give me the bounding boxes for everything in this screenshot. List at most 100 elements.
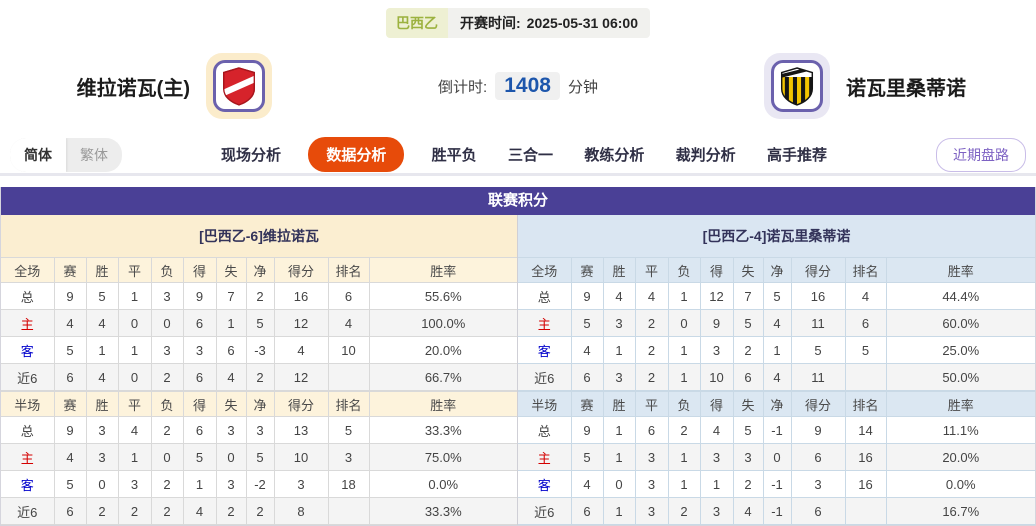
stat-cell: 3 <box>85 443 119 471</box>
stat-cell: 75.0% <box>368 443 517 471</box>
col-header: 全场 <box>1 257 55 283</box>
table-row: 总 9 5 1 3 9 7 2 16 6 55.6% <box>1 282 517 310</box>
stat-cell: 1 <box>667 363 701 391</box>
stat-cell: 4 <box>762 363 792 391</box>
stat-cell: 5 <box>570 309 604 337</box>
col-header: 失 <box>215 257 247 283</box>
row-label: 客 <box>518 470 572 498</box>
stat-cell: 3 <box>182 336 217 364</box>
stat-cell: 4 <box>182 497 217 525</box>
stat-cell: 5 <box>53 336 87 364</box>
kickoff-value: 2025-05-31 06:00 <box>526 15 638 31</box>
stat-cell: 2 <box>732 336 764 364</box>
stat-cell: 3 <box>150 336 184 364</box>
countdown-unit: 分钟 <box>567 78 598 96</box>
stat-cell: 3 <box>85 416 119 444</box>
stat-cell <box>327 497 370 525</box>
stat-cell: 7 <box>215 282 247 310</box>
stat-cell: 4 <box>570 470 604 498</box>
stat-cell: 4 <box>215 363 247 391</box>
col-header: 排名 <box>327 257 370 283</box>
stat-cell: 2 <box>634 363 669 391</box>
stat-cell: 3 <box>699 443 734 471</box>
stat-cell: 6 <box>327 282 370 310</box>
stat-cell: 9 <box>790 416 846 444</box>
stat-cell: 3 <box>273 470 329 498</box>
col-header: 净 <box>245 391 275 417</box>
col-header: 负 <box>150 257 184 283</box>
stat-cell: 9 <box>182 282 217 310</box>
nav-tab-2[interactable]: 胜平负 <box>431 147 477 164</box>
home-team-logo <box>206 53 272 119</box>
standings-halves: [巴西乙-6]维拉诺瓦 全场赛胜平负得失净得分 排名 胜率总 9 5 1 3 9 7 2 16 6 55… <box>1 215 1035 525</box>
col-header: 得 <box>182 257 217 283</box>
stat-cell: 5 <box>53 470 87 498</box>
stat-cell: 33.3% <box>368 416 517 444</box>
standings-panel: 联赛积分 [巴西乙-6]维拉诺瓦 全场赛胜平负得失净得分 排名 胜率总 9 5 1 3 9 7 2… <box>0 187 1036 526</box>
nav-tab-4[interactable]: 教练分析 <box>584 147 645 164</box>
nav-tab-1[interactable]: 数据分析 <box>308 137 405 172</box>
col-header: 胜率 <box>885 391 1035 417</box>
stat-cell: 6 <box>570 363 604 391</box>
recent-trend-button[interactable]: 近期盘路 <box>936 137 1026 172</box>
lang-toggle-traditional[interactable]: 繁体 <box>80 146 108 163</box>
row-label: 主 <box>1 443 55 471</box>
stat-cell: 20.0% <box>885 443 1035 471</box>
team-header: 维拉诺瓦(主) 倒计时: 1408 分钟 <box>0 50 1036 122</box>
stat-cell: 13 <box>273 416 329 444</box>
table-row: 近6 6 1 3 2 3 4 -1 6 16.7% <box>518 497 1035 525</box>
stat-cell: 66.7% <box>368 363 517 391</box>
stat-cell: 3 <box>602 363 636 391</box>
stat-cell: 1 <box>602 416 636 444</box>
stat-cell: 5 <box>245 309 275 337</box>
stat-cell: 5 <box>85 282 119 310</box>
col-header: 全场 <box>518 257 572 283</box>
nav-tab-6[interactable]: 高手推荐 <box>766 147 827 164</box>
stat-cell: 5 <box>245 443 275 471</box>
away-standings: [巴西乙-4]诺瓦里桑蒂诺 全场赛胜平负得失净得分 排名 胜率总 9 4 4 1 12 7 5 16… <box>518 215 1035 525</box>
stat-cell: 6 <box>790 497 846 525</box>
away-full-table: 全场赛胜平负得失净得分 排名 胜率总 9 4 4 1 12 7 5 16 4 44.4% 主 5 3 2 0 9 5 4… <box>518 257 1035 391</box>
stat-cell: 2 <box>634 309 669 337</box>
table-row: 客 5 0 3 2 1 3 -2 3 18 0.0% <box>1 470 517 498</box>
col-header: 得 <box>182 391 217 417</box>
stat-cell: 4 <box>844 282 887 310</box>
stat-cell: -1 <box>762 470 792 498</box>
stat-cell: 9 <box>53 282 87 310</box>
stat-cell: 10 <box>327 336 370 364</box>
col-header: 胜 <box>602 391 636 417</box>
stat-cell: 12 <box>273 309 329 337</box>
stat-cell <box>844 497 887 525</box>
col-header: 负 <box>667 391 701 417</box>
stat-cell: 2 <box>150 497 184 525</box>
col-header: 得 <box>699 391 734 417</box>
stat-cell: 4 <box>327 309 370 337</box>
stat-cell: 2 <box>245 497 275 525</box>
stat-cell: 1 <box>602 336 636 364</box>
nav-tab-3[interactable]: 三合一 <box>507 147 553 164</box>
countdown: 倒计时: 1408 分钟 <box>438 72 598 100</box>
col-header: 排名 <box>844 257 887 283</box>
stat-cell: 9 <box>570 282 604 310</box>
stat-cell: 1 <box>117 282 152 310</box>
stat-cell: -3 <box>245 336 275 364</box>
table-row: 主 4 4 0 0 6 1 5 12 4 100.0% <box>1 309 517 337</box>
table-row: 近6 6 4 0 2 6 4 2 12 66.7% <box>1 363 517 391</box>
stat-cell: -1 <box>762 416 792 444</box>
col-header: 得分 <box>273 391 329 417</box>
stat-cell: -1 <box>762 497 792 525</box>
col-header: 排名 <box>844 391 887 417</box>
kickoff-time: 开赛时间: 2025-05-31 06:00 <box>448 8 650 38</box>
stat-cell: 4 <box>732 497 764 525</box>
col-header: 赛 <box>53 391 87 417</box>
nav-tab-5[interactable]: 裁判分析 <box>675 147 736 164</box>
nav-tab-0[interactable]: 现场分析 <box>221 147 282 164</box>
stat-cell: 3 <box>699 497 734 525</box>
lang-toggle-simplified[interactable]: 简体 <box>10 137 66 172</box>
stat-cell: 0.0% <box>885 470 1035 498</box>
col-header: 排名 <box>327 391 370 417</box>
stat-cell: 4 <box>699 416 734 444</box>
home-team-name: 维拉诺瓦(主) <box>76 77 190 100</box>
stat-cell: 9 <box>570 416 604 444</box>
